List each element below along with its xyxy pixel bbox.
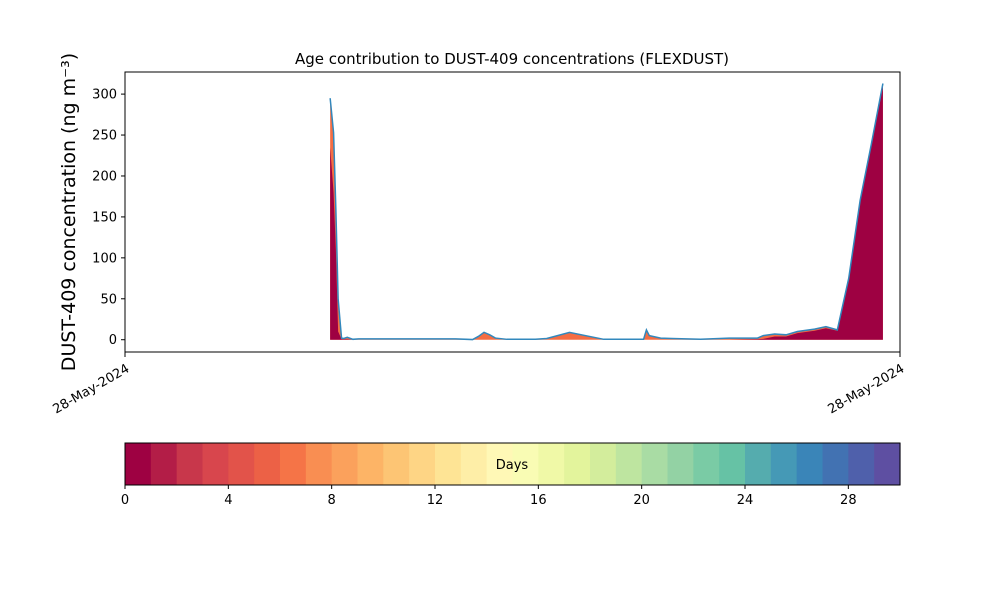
y-tick-label: 200 (92, 169, 117, 184)
colorbar-tick-label: 12 (427, 493, 444, 508)
colorbar-segment (280, 443, 307, 485)
colorbar-segment (745, 443, 772, 485)
area-series-young (330, 85, 883, 340)
colorbar-segment (357, 443, 384, 485)
colorbar-tick-label: 28 (840, 493, 857, 508)
colorbar-segment (228, 443, 255, 485)
colorbar-segment (486, 443, 514, 485)
colorbar-tick-label: 16 (530, 493, 547, 508)
colorbar-segment (848, 443, 875, 485)
colorbar-segment (874, 443, 901, 485)
colorbar-segment (150, 443, 178, 485)
colorbar-segment (305, 443, 333, 485)
colorbar-segment (564, 443, 591, 485)
colorbar-segment (770, 443, 798, 485)
colorbar-segment (538, 443, 565, 485)
colorbar-segment (254, 443, 281, 485)
colorbar-segment (796, 443, 824, 485)
colorbar-segment (641, 443, 669, 485)
colorbar-segment (435, 443, 462, 485)
colorbar-segment (693, 443, 720, 485)
colorbar-segment (383, 443, 410, 485)
area-series-older (330, 83, 883, 340)
colorbar-segment (202, 443, 229, 485)
colorbar-segment (512, 443, 539, 485)
colorbar-tick-label: 0 (121, 493, 129, 508)
x-tick-label: 28-May-2024 (826, 361, 908, 417)
colorbar-tick-label: 8 (328, 493, 336, 508)
colorbar-label: Days (496, 458, 529, 473)
total-line (329, 83, 884, 341)
colorbar-segment (125, 443, 152, 485)
colorbar-segment (176, 443, 204, 485)
y-tick-label: 300 (92, 88, 117, 103)
y-tick-label: 100 (92, 251, 117, 266)
colorbar-tick-label: 20 (633, 493, 650, 508)
area-layers (329, 83, 884, 341)
colorbar-segment (822, 443, 849, 485)
colorbar-frame (124, 442, 901, 486)
plot-frame (124, 71, 901, 353)
y-axis-label: DUST-409 concentration (ng m⁻³) (58, 53, 80, 371)
colorbar-segment (409, 443, 436, 485)
colorbar-segment (460, 443, 488, 485)
colorbar-segment (331, 443, 359, 485)
y-tick-label: 150 (92, 210, 117, 225)
y-tick-label: 250 (92, 129, 117, 144)
colorbar-segment (719, 443, 746, 485)
chart-title: Age contribution to DUST-409 concentrati… (295, 50, 729, 68)
y-tick-label: 50 (100, 292, 117, 307)
colorbar-segment (590, 443, 617, 485)
y-tick-label: 0 (109, 333, 117, 348)
colorbar: Days 0 4 8 12 16 20 24 28 (121, 442, 901, 508)
colorbar-segment (667, 443, 694, 485)
colorbar-tick-label: 4 (224, 493, 232, 508)
colorbar-segment (615, 443, 643, 485)
colorbar-tick-label: 24 (737, 493, 754, 508)
